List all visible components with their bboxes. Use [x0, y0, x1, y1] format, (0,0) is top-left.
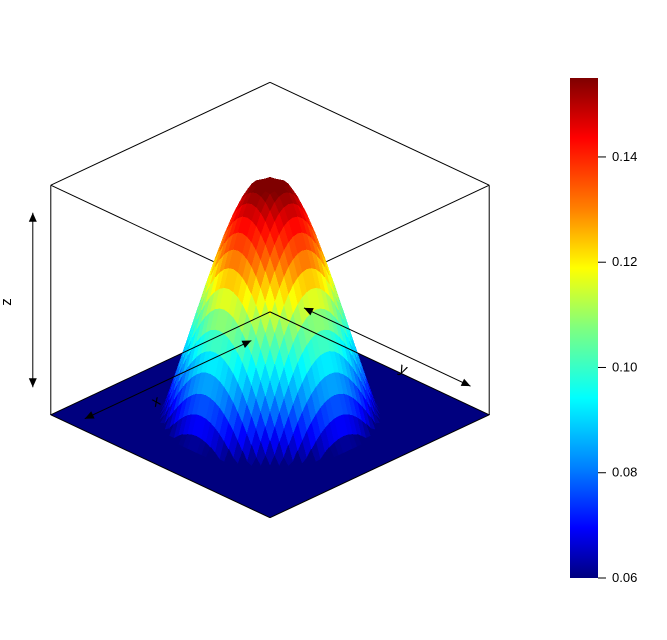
colorbar-tick-label: 0.14 [612, 149, 637, 164]
y-axis-label: y [396, 360, 410, 379]
z-axis-label: z [0, 298, 15, 306]
colorbar-tick-label: 0.10 [612, 359, 637, 374]
colorbar: 0.06 0.08 0.10 0.12 0.14 [570, 78, 637, 585]
colorbar-tick-label: 0.08 [612, 465, 637, 480]
colorbar-tick-label: 0.06 [612, 570, 637, 585]
surface-plot-svg: xyz0.060.080.100.120.14 [0, 0, 667, 640]
colorbar-gradient [570, 78, 598, 578]
chart-container: xyz0.060.080.100.120.14 [0, 0, 667, 640]
surface [51, 177, 489, 518]
colorbar-tick-label: 0.12 [612, 254, 637, 269]
